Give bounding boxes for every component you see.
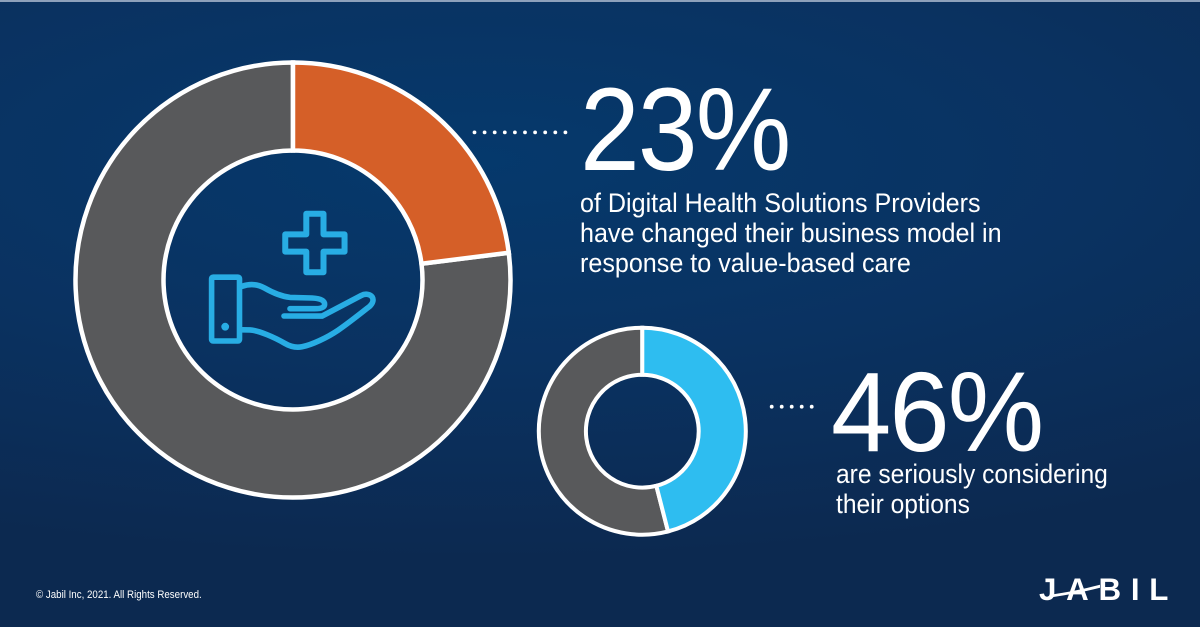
svg-text:JABIL: JABIL (1039, 572, 1178, 607)
